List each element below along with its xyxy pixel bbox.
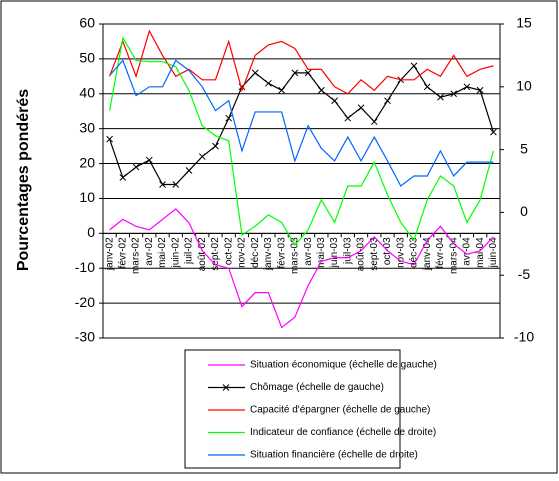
marker xyxy=(225,114,233,122)
x-tick-label: janv-02 xyxy=(104,237,115,271)
x-tick-label: sept-02 xyxy=(210,237,221,271)
x-tick-label: juil-02 xyxy=(184,237,195,265)
marker xyxy=(463,83,471,91)
x-tick-label: janv-04 xyxy=(422,237,433,271)
series-line xyxy=(109,29,494,95)
marker xyxy=(106,135,113,143)
legend-box xyxy=(184,349,401,469)
y-tick-label: 10 xyxy=(79,189,95,205)
marker xyxy=(410,62,418,70)
marker xyxy=(278,86,286,94)
y-tick-label: 0 xyxy=(87,224,95,240)
x-tick-label: mars-04 xyxy=(448,237,459,274)
x-tick-label: juil-03 xyxy=(342,237,353,265)
x-tick-label: nov-03 xyxy=(395,237,406,268)
legend-label: Indicateur de confiance (échelle de droi… xyxy=(250,427,436,438)
legend-marker xyxy=(222,384,230,391)
x-tick-label: juin-02 xyxy=(170,237,181,268)
marker xyxy=(132,163,140,171)
series-line xyxy=(109,208,494,329)
x-tick-label: mars-03 xyxy=(290,237,301,274)
y2-tick-label: 0 xyxy=(520,203,528,219)
y2-tick-label: -10 xyxy=(514,329,534,345)
x-tick-label: août-03 xyxy=(356,237,367,271)
marker xyxy=(476,86,484,94)
x-tick-label: janv-03 xyxy=(263,237,274,271)
x-tick-label: févr-04 xyxy=(435,237,446,269)
x-tick-label: déc-02 xyxy=(250,237,261,268)
y-tick-label: 40 xyxy=(79,84,95,100)
y-tick-label: -20 xyxy=(75,294,95,310)
marker xyxy=(437,93,444,101)
marker xyxy=(357,104,365,112)
marker xyxy=(331,97,338,105)
x-tick-label: juin-04 xyxy=(488,237,499,268)
marker xyxy=(344,114,352,122)
x-tick-label: mai-02 xyxy=(157,237,168,268)
y2-tick-label: 15 xyxy=(516,15,532,31)
marker xyxy=(198,153,206,160)
marker xyxy=(185,167,193,174)
marker xyxy=(317,86,325,94)
legend-label: Situation financière (échelle de droite) xyxy=(250,450,418,461)
y2-tick-label: -5 xyxy=(518,266,531,282)
y-tick-label: 20 xyxy=(79,154,95,170)
plot-area xyxy=(102,23,501,339)
x-tick-label: avr-04 xyxy=(462,237,473,266)
marker xyxy=(251,69,259,77)
legend-label: Situation économique (échelle de gauche) xyxy=(250,360,437,371)
y-tick-label: 60 xyxy=(79,15,95,31)
y2-tick-label: 10 xyxy=(516,78,532,94)
x-tick-label: juin-03 xyxy=(329,237,340,268)
y-tick-label: -30 xyxy=(75,329,95,345)
x-tick-label: oct-02 xyxy=(223,237,234,265)
marker xyxy=(370,118,378,126)
y-tick-label: 50 xyxy=(79,50,95,66)
marker xyxy=(490,128,497,136)
marker xyxy=(119,174,127,181)
x-tick-label: août-02 xyxy=(197,237,208,271)
marker xyxy=(423,83,431,91)
legend-label: Capacité d'épargner (échelle de gauche) xyxy=(250,405,430,416)
x-tick-label: nov-02 xyxy=(237,237,248,268)
x-tick-label: févr-02 xyxy=(117,237,128,269)
marker xyxy=(159,181,166,188)
x-tick-label: mai-04 xyxy=(475,237,486,268)
y2-tick-label: 5 xyxy=(520,140,528,156)
y-tick-label: -10 xyxy=(75,259,95,275)
x-tick-label: avr-02 xyxy=(144,237,155,266)
x-tick-label: avr-03 xyxy=(303,237,314,266)
marker xyxy=(145,156,153,164)
x-tick-label: sept-03 xyxy=(369,237,380,271)
marker xyxy=(265,79,272,87)
marker xyxy=(450,90,458,98)
marker xyxy=(212,142,219,150)
y-axis-label: Pourcentages pondérés xyxy=(15,89,32,271)
x-tick-label: mai-03 xyxy=(316,237,327,268)
marker xyxy=(291,69,299,77)
marker xyxy=(304,69,312,77)
x-tick-label: févr-03 xyxy=(276,237,287,269)
x-tick-label: mars-02 xyxy=(131,237,142,274)
legend-label: Chômage (échelle de gauche) xyxy=(250,382,384,393)
marker xyxy=(384,97,391,105)
marker xyxy=(172,181,180,188)
y-tick-label: 30 xyxy=(79,119,95,135)
x-tick-label: déc-03 xyxy=(409,237,420,268)
series-line xyxy=(109,59,494,187)
